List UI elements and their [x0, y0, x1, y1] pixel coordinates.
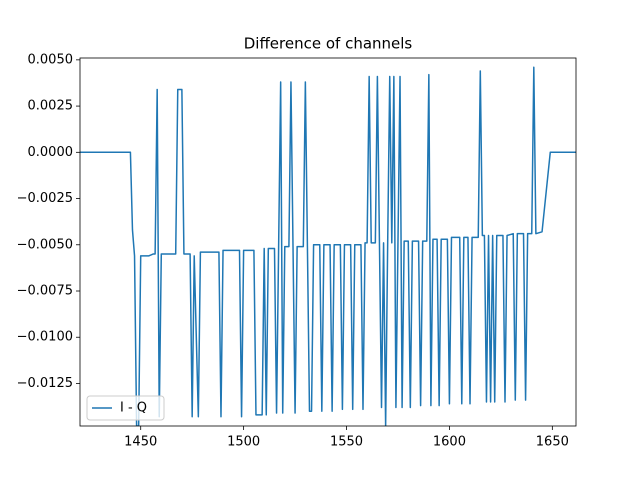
y-tick-label: −0.0125	[17, 376, 73, 391]
x-tick-label: 1600	[433, 435, 466, 450]
x-tick-label: 1450	[124, 435, 157, 450]
y-tick-label: −0.0025	[17, 191, 73, 206]
x-tick-label: 1550	[330, 435, 363, 450]
y-tick-label: −0.0100	[17, 330, 73, 345]
y-tick-label: 0.0025	[28, 99, 74, 114]
data-line	[80, 66, 576, 426]
x-tick-label: 1500	[227, 435, 260, 450]
legend-box	[86, 395, 165, 421]
axes-frame	[79, 57, 577, 427]
chart-title: Difference of channels	[244, 35, 413, 53]
legend-label: I - Q	[120, 401, 147, 416]
x-tick-label: 1650	[536, 435, 569, 450]
y-tick-label: −0.0075	[17, 284, 73, 299]
y-tick-label: −0.0050	[17, 237, 73, 252]
y-tick-label: 0.0000	[28, 145, 74, 160]
y-tick-label: 0.0050	[28, 52, 74, 67]
